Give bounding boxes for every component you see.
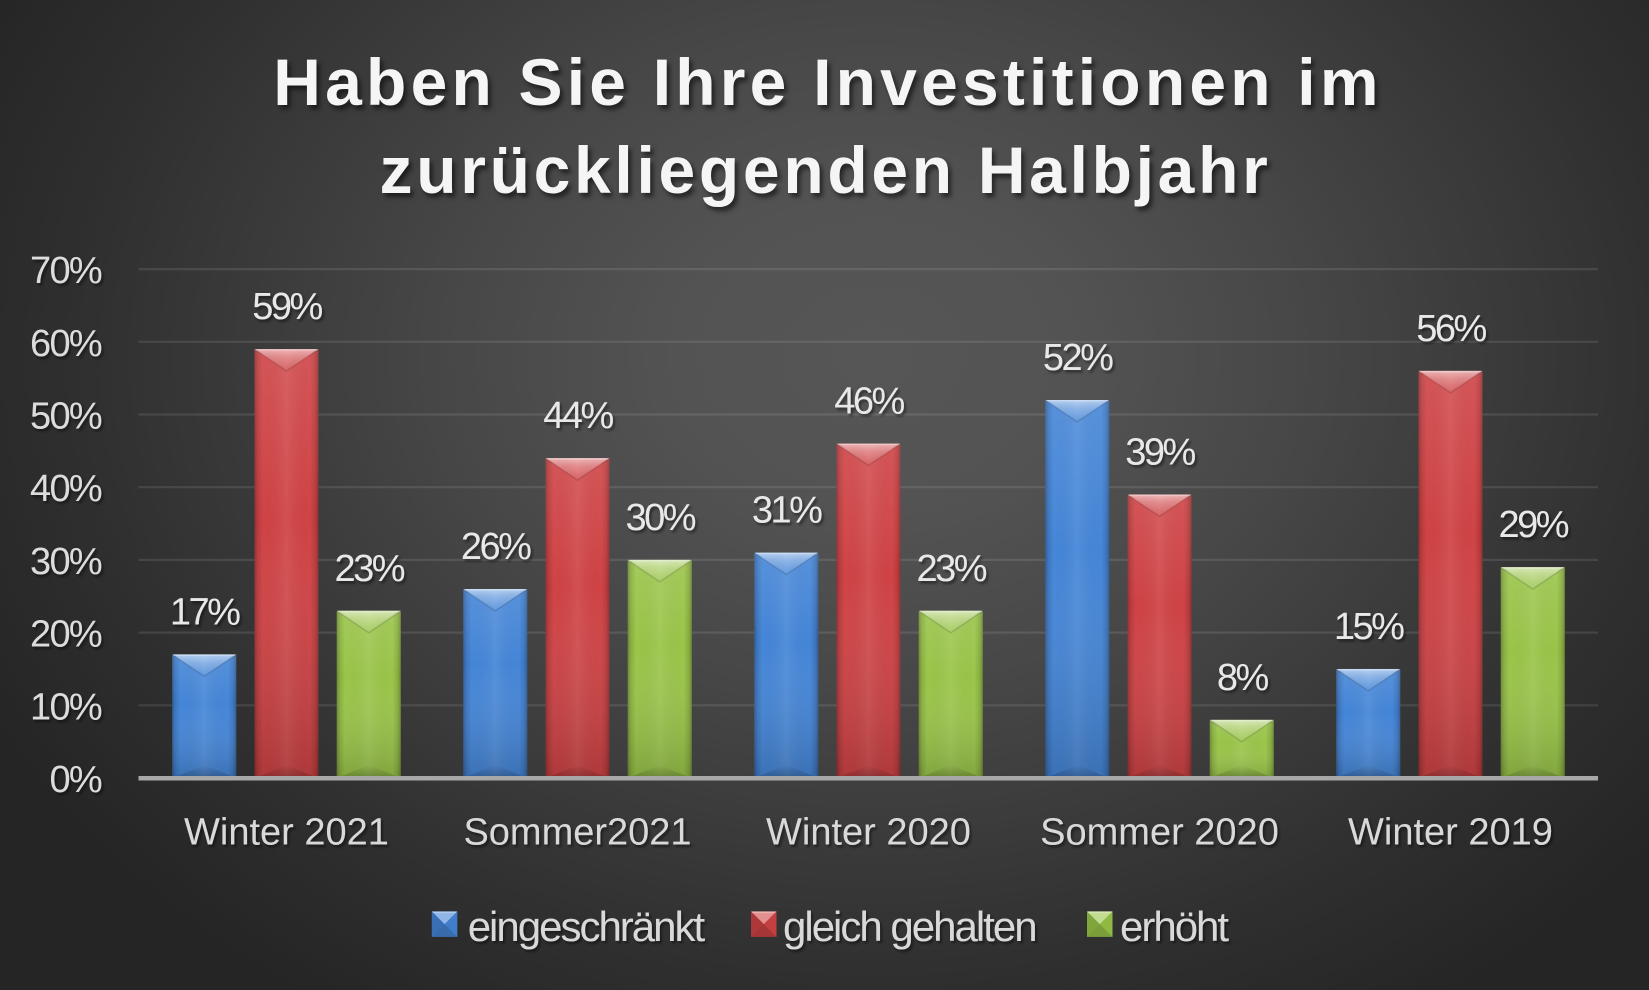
svg-text:0%: 0% — [49, 759, 101, 801]
svg-text:40%: 40% — [30, 468, 102, 510]
svg-text:30%: 30% — [30, 541, 102, 583]
svg-text:29%: 29% — [1499, 504, 1569, 546]
svg-text:Sommer 2020: Sommer 2020 — [1040, 812, 1279, 854]
svg-text:60%: 60% — [30, 323, 102, 365]
svg-text:Winter 2019: Winter 2019 — [1348, 812, 1553, 854]
svg-text:8%: 8% — [1217, 657, 1269, 699]
svg-text:50%: 50% — [30, 396, 102, 438]
svg-text:30%: 30% — [626, 497, 696, 539]
svg-text:59%: 59% — [252, 286, 322, 328]
svg-text:44%: 44% — [543, 395, 613, 437]
svg-text:Winter 2020: Winter 2020 — [766, 812, 971, 854]
svg-text:eingeschränkt: eingeschränkt — [468, 903, 706, 950]
svg-text:56%: 56% — [1416, 308, 1486, 350]
svg-text:52%: 52% — [1043, 337, 1113, 379]
svg-text:70%: 70% — [30, 250, 102, 292]
svg-text:10%: 10% — [30, 686, 102, 728]
svg-text:erhöht: erhöht — [1120, 903, 1229, 950]
svg-text:gleich gehalten: gleich gehalten — [783, 903, 1036, 950]
svg-text:Sommer2021: Sommer2021 — [463, 812, 691, 854]
svg-text:20%: 20% — [30, 614, 102, 656]
svg-text:31%: 31% — [752, 490, 822, 532]
svg-text:23%: 23% — [917, 548, 987, 590]
svg-text:26%: 26% — [461, 526, 531, 568]
svg-text:23%: 23% — [335, 548, 405, 590]
svg-text:17%: 17% — [170, 591, 240, 633]
svg-text:46%: 46% — [834, 381, 904, 423]
svg-text:Winter 2021: Winter 2021 — [184, 812, 389, 854]
svg-text:39%: 39% — [1125, 432, 1195, 474]
svg-text:15%: 15% — [1334, 606, 1404, 648]
